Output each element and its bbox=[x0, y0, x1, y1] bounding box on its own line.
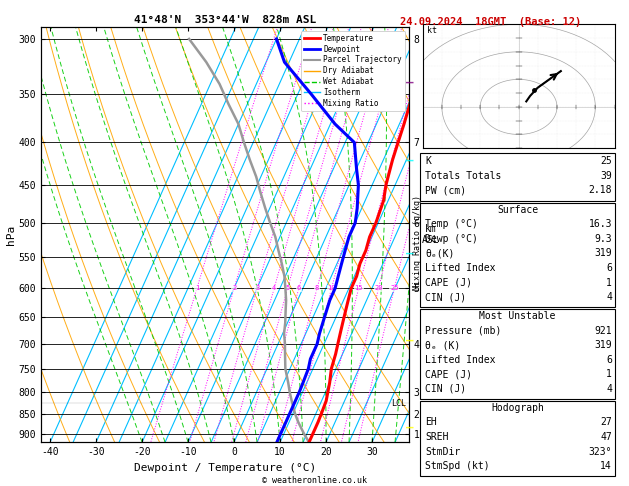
Text: 15: 15 bbox=[354, 285, 363, 291]
Text: 6: 6 bbox=[297, 285, 301, 291]
Text: θₑ (K): θₑ (K) bbox=[425, 340, 460, 350]
Text: 25: 25 bbox=[600, 156, 612, 166]
Text: 1: 1 bbox=[195, 285, 199, 291]
Text: 3: 3 bbox=[255, 285, 259, 291]
Text: Pressure (mb): Pressure (mb) bbox=[425, 326, 501, 336]
X-axis label: Dewpoint / Temperature (°C): Dewpoint / Temperature (°C) bbox=[134, 463, 316, 473]
Text: 5: 5 bbox=[286, 285, 290, 291]
Text: © weatheronline.co.uk: © weatheronline.co.uk bbox=[262, 475, 367, 485]
Text: 47: 47 bbox=[600, 432, 612, 442]
Text: CIN (J): CIN (J) bbox=[425, 384, 466, 394]
Text: 27: 27 bbox=[600, 417, 612, 428]
Text: —: — bbox=[406, 334, 413, 347]
Text: 4: 4 bbox=[606, 384, 612, 394]
Text: StmSpd (kt): StmSpd (kt) bbox=[425, 461, 490, 471]
Legend: Temperature, Dewpoint, Parcel Trajectory, Dry Adiabat, Wet Adiabat, Isotherm, Mi: Temperature, Dewpoint, Parcel Trajectory… bbox=[301, 31, 405, 111]
Text: EH: EH bbox=[425, 417, 437, 428]
Text: K: K bbox=[425, 156, 431, 166]
Text: 2: 2 bbox=[232, 285, 237, 291]
Text: SREH: SREH bbox=[425, 432, 448, 442]
Text: 9.3: 9.3 bbox=[594, 234, 612, 244]
Y-axis label: km
ASL: km ASL bbox=[422, 224, 440, 245]
Text: θₑ(K): θₑ(K) bbox=[425, 248, 455, 259]
Text: 4: 4 bbox=[272, 285, 276, 291]
Text: —: — bbox=[406, 246, 413, 259]
Text: 14: 14 bbox=[600, 461, 612, 471]
Text: 1: 1 bbox=[606, 369, 612, 380]
Text: 323°: 323° bbox=[589, 447, 612, 457]
Text: PW (cm): PW (cm) bbox=[425, 185, 466, 195]
Text: CAPE (J): CAPE (J) bbox=[425, 278, 472, 288]
Text: —: — bbox=[406, 76, 413, 89]
Text: 319: 319 bbox=[594, 340, 612, 350]
Text: Temp (°C): Temp (°C) bbox=[425, 219, 478, 229]
Text: Most Unstable: Most Unstable bbox=[479, 311, 556, 321]
Text: Hodograph: Hodograph bbox=[491, 403, 544, 413]
Text: 10: 10 bbox=[327, 285, 336, 291]
Title: 41°48'N  353°44'W  828m ASL: 41°48'N 353°44'W 828m ASL bbox=[134, 15, 316, 25]
Text: 24.09.2024  18GMT  (Base: 12): 24.09.2024 18GMT (Base: 12) bbox=[400, 17, 581, 27]
Text: Dewp (°C): Dewp (°C) bbox=[425, 234, 478, 244]
Text: 20: 20 bbox=[374, 285, 383, 291]
Text: 2.18: 2.18 bbox=[589, 185, 612, 195]
Text: LCL: LCL bbox=[391, 399, 406, 408]
Text: —: — bbox=[406, 421, 413, 434]
Text: 25: 25 bbox=[390, 285, 399, 291]
Text: 6: 6 bbox=[606, 355, 612, 365]
Text: Lifted Index: Lifted Index bbox=[425, 355, 496, 365]
Text: 16.3: 16.3 bbox=[589, 219, 612, 229]
Text: Lifted Index: Lifted Index bbox=[425, 263, 496, 273]
Text: CIN (J): CIN (J) bbox=[425, 292, 466, 302]
Text: Surface: Surface bbox=[497, 205, 538, 215]
Text: 8: 8 bbox=[315, 285, 319, 291]
Text: 319: 319 bbox=[594, 248, 612, 259]
Text: 4: 4 bbox=[606, 292, 612, 302]
Text: StmDir: StmDir bbox=[425, 447, 460, 457]
Text: 6: 6 bbox=[606, 263, 612, 273]
Text: kt: kt bbox=[426, 26, 437, 35]
Text: 921: 921 bbox=[594, 326, 612, 336]
Text: —: — bbox=[406, 154, 413, 167]
Y-axis label: hPa: hPa bbox=[6, 225, 16, 244]
Text: 1: 1 bbox=[606, 278, 612, 288]
Text: CAPE (J): CAPE (J) bbox=[425, 369, 472, 380]
Text: Totals Totals: Totals Totals bbox=[425, 171, 501, 181]
Text: Mixing Ratio (g/kg): Mixing Ratio (g/kg) bbox=[413, 195, 422, 291]
Text: 39: 39 bbox=[600, 171, 612, 181]
